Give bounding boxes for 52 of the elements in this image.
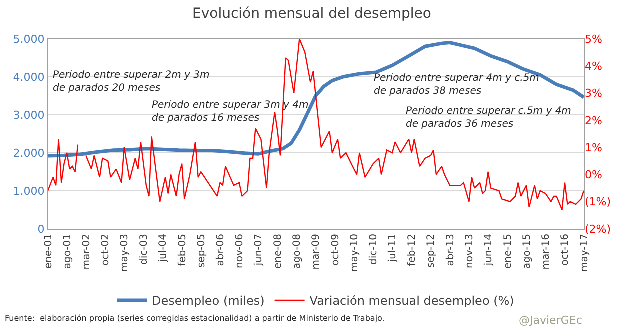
x-tick-label: jun-14 [484,234,495,267]
y2-tick-label: 1% [585,141,602,154]
x-tick-label: feb-05 [177,234,188,266]
x-tick-label: ago-01 [62,234,74,270]
legend-label: Desempleo (miles) [152,294,265,308]
x-tick-label: oct-16 [560,234,572,266]
x-tick-label: may-17 [579,234,590,272]
x-tick-label: nov-06 [234,234,246,268]
line-series [48,41,584,158]
x-tick-label: ene-15 [502,234,514,269]
x-tick-label: oct-09 [330,234,342,266]
x-tick-label: ene-08 [272,234,284,269]
x-tick-label: mar-02 [81,234,92,270]
x-tick-label: abr-06 [215,234,226,266]
x-tick-label: jun-07 [254,234,265,267]
y2-tick-label: 3% [585,87,602,100]
annotation: Periodo entre superar 4m y c.5m de parados 38 meses [374,73,540,97]
annotation: Periodo entre superar c.5m y 4m de parados 36 meses [406,106,572,130]
annotation: Periodo entre superar 2m y 3m de parados 20 meses [53,70,210,94]
x-tick-label: nov-13 [464,234,476,268]
x-tick-label: dic-10 [368,234,380,265]
y2-tick-label: (1%) [585,196,612,209]
x-tick-label: oct-02 [100,234,112,266]
y-tick-label: 1.000 [13,184,45,198]
y2-tick-label: 5% [585,32,602,46]
x-tick-label: sep-12 [426,234,438,268]
y-tick-label: 5.000 [13,32,45,46]
y2-tick-label: 0% [585,168,602,182]
x-tick-label: sep-05 [196,234,208,268]
x-tick-label: mar-16 [540,234,552,270]
x-tick-label: feb-12 [407,234,418,266]
y2-tick-label: (2%) [585,222,612,236]
x-tick-label: jul-11 [388,234,399,264]
source-note: Fuente: elaboración propia (series corregidas estacionalidad) a partir de Ministerio de Trabajo. [5,314,385,323]
x-tick-label: mar-09 [311,234,322,270]
x-tick-label: ago-08 [292,234,304,270]
y2-tick-label: 2% [585,114,602,128]
x-tick-label: ene-01 [43,234,54,269]
x-tick-label: abr-13 [445,234,456,266]
x-tick-label: may-10 [349,234,360,272]
legend-label: Variación mensual desempleo (%) [310,294,514,308]
x-tick-label: ago-15 [522,234,533,270]
text: @JavierGEc [519,314,582,327]
y-tick-label: 4.000 [13,70,45,84]
y2-tick-label: 4% [585,60,602,73]
x-tick-label: may-03 [120,234,131,272]
chart-title: Evolución mensual del desempleo [192,6,432,22]
y-tick-label: 3.000 [13,108,45,122]
x-tick-label: dic-03 [138,234,150,265]
y-tick-label: 2.000 [13,146,45,160]
x-tick-label: jul-04 [158,234,170,264]
y-tick-label: 0 [38,222,45,236]
